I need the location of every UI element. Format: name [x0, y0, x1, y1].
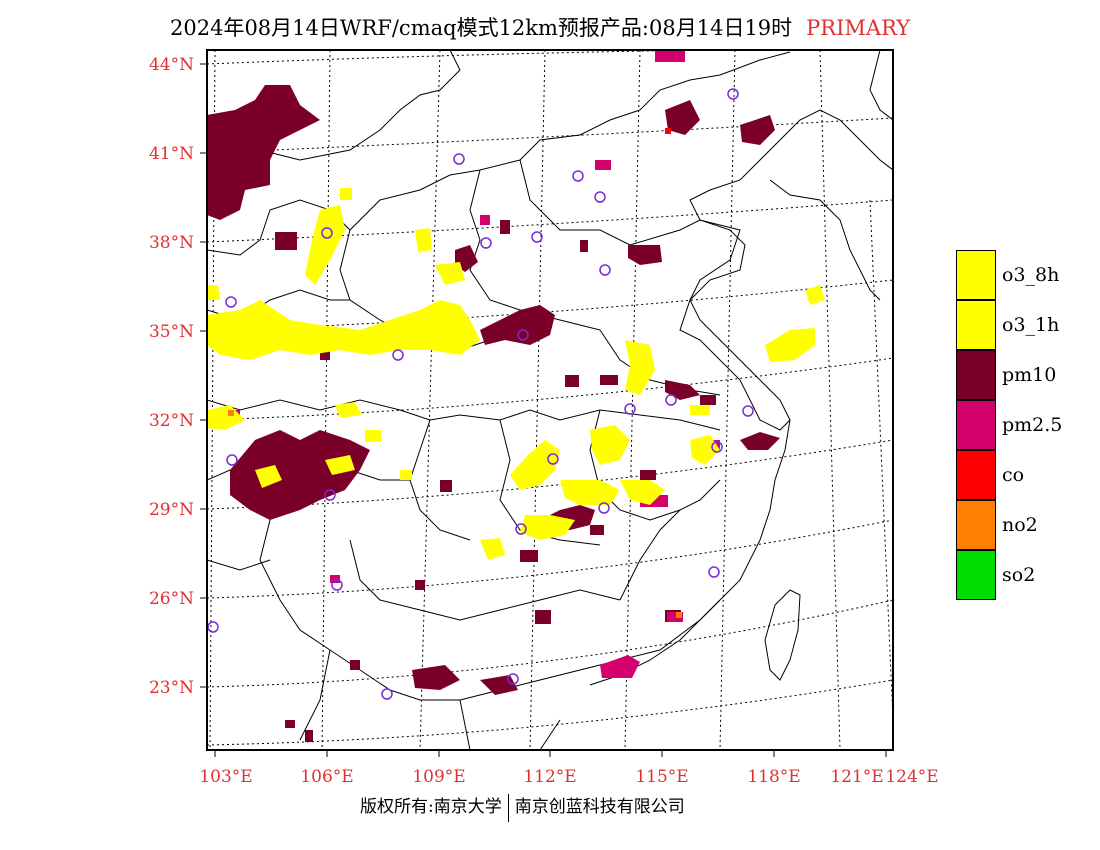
title-text: 2024年08月14日WRF/cmaq模式12km预报产品:08月14日19时 [170, 16, 793, 40]
lat-label: 41°N [149, 144, 194, 164]
city-markers [207, 88, 754, 700]
lon-label: 121°E [830, 767, 883, 787]
lat-label: 38°N [149, 233, 194, 253]
legend-swatch [956, 550, 996, 600]
lat-label: 26°N [149, 589, 194, 609]
legend-swatch [956, 300, 996, 350]
lon-label: 124°E [885, 767, 938, 787]
lat-labels: 44°N 41°N 38°N 35°N 32°N 29°N 26°N 23°N [149, 55, 194, 698]
legend-label: no2 [1002, 514, 1038, 536]
co-areas [665, 128, 671, 134]
lon-label: 115°E [635, 767, 688, 787]
lon-label: 109°E [412, 767, 465, 787]
lon-label: 118°E [747, 767, 800, 787]
legend-swatch [956, 350, 996, 400]
lat-label: 35°N [149, 322, 194, 342]
taiwan-island [764, 589, 801, 681]
graticule [207, 50, 893, 750]
legend-label: o3_1h [1002, 314, 1060, 336]
legend-swatch [956, 500, 996, 550]
lon-labels: 103°E 106°E 109°E 112°E 115°E 118°E 121°… [199, 767, 938, 787]
tick-marks [200, 63, 887, 757]
legend-label: so2 [1002, 564, 1036, 586]
map-frame [206, 49, 894, 751]
legend-label: co [1002, 464, 1025, 486]
primary-label: PRIMARY [806, 16, 911, 40]
footer-right: 南京创蓝科技有限公司 [514, 797, 685, 817]
legend-label: o3_8h [1002, 264, 1060, 286]
footer-separator [507, 793, 509, 822]
map-title: 2024年08月14日WRF/cmaq模式12km预报产品:08月14日19时 P… [170, 12, 910, 42]
lat-label: 29°N [149, 500, 194, 520]
legend-swatch [956, 400, 996, 450]
footer-left: 版权所有:南京大学 [360, 797, 502, 817]
legend-swatch [956, 250, 996, 300]
lat-label: 44°N [149, 55, 194, 75]
lon-label: 103°E [199, 767, 252, 787]
legend-label: pm2.5 [1002, 414, 1063, 436]
legend-label: pm10 [1002, 364, 1057, 386]
no2-areas [228, 410, 682, 618]
lat-label: 23°N [149, 678, 194, 698]
lat-label: 32°N [149, 411, 194, 431]
pm10-areas [207, 85, 780, 742]
copyright-footer: 版权所有:南京大学 南京创蓝科技有限公司 [360, 792, 685, 822]
o3-areas [207, 188, 825, 560]
legend-swatch [956, 450, 996, 500]
lon-label: 106°E [300, 767, 353, 787]
lon-label: 112°E [523, 767, 576, 787]
